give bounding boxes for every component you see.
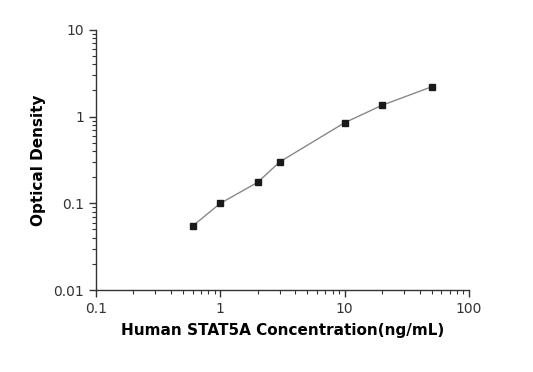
X-axis label: Human STAT5A Concentration(ng/mL): Human STAT5A Concentration(ng/mL) — [121, 323, 444, 338]
Y-axis label: Optical Density: Optical Density — [31, 94, 46, 226]
